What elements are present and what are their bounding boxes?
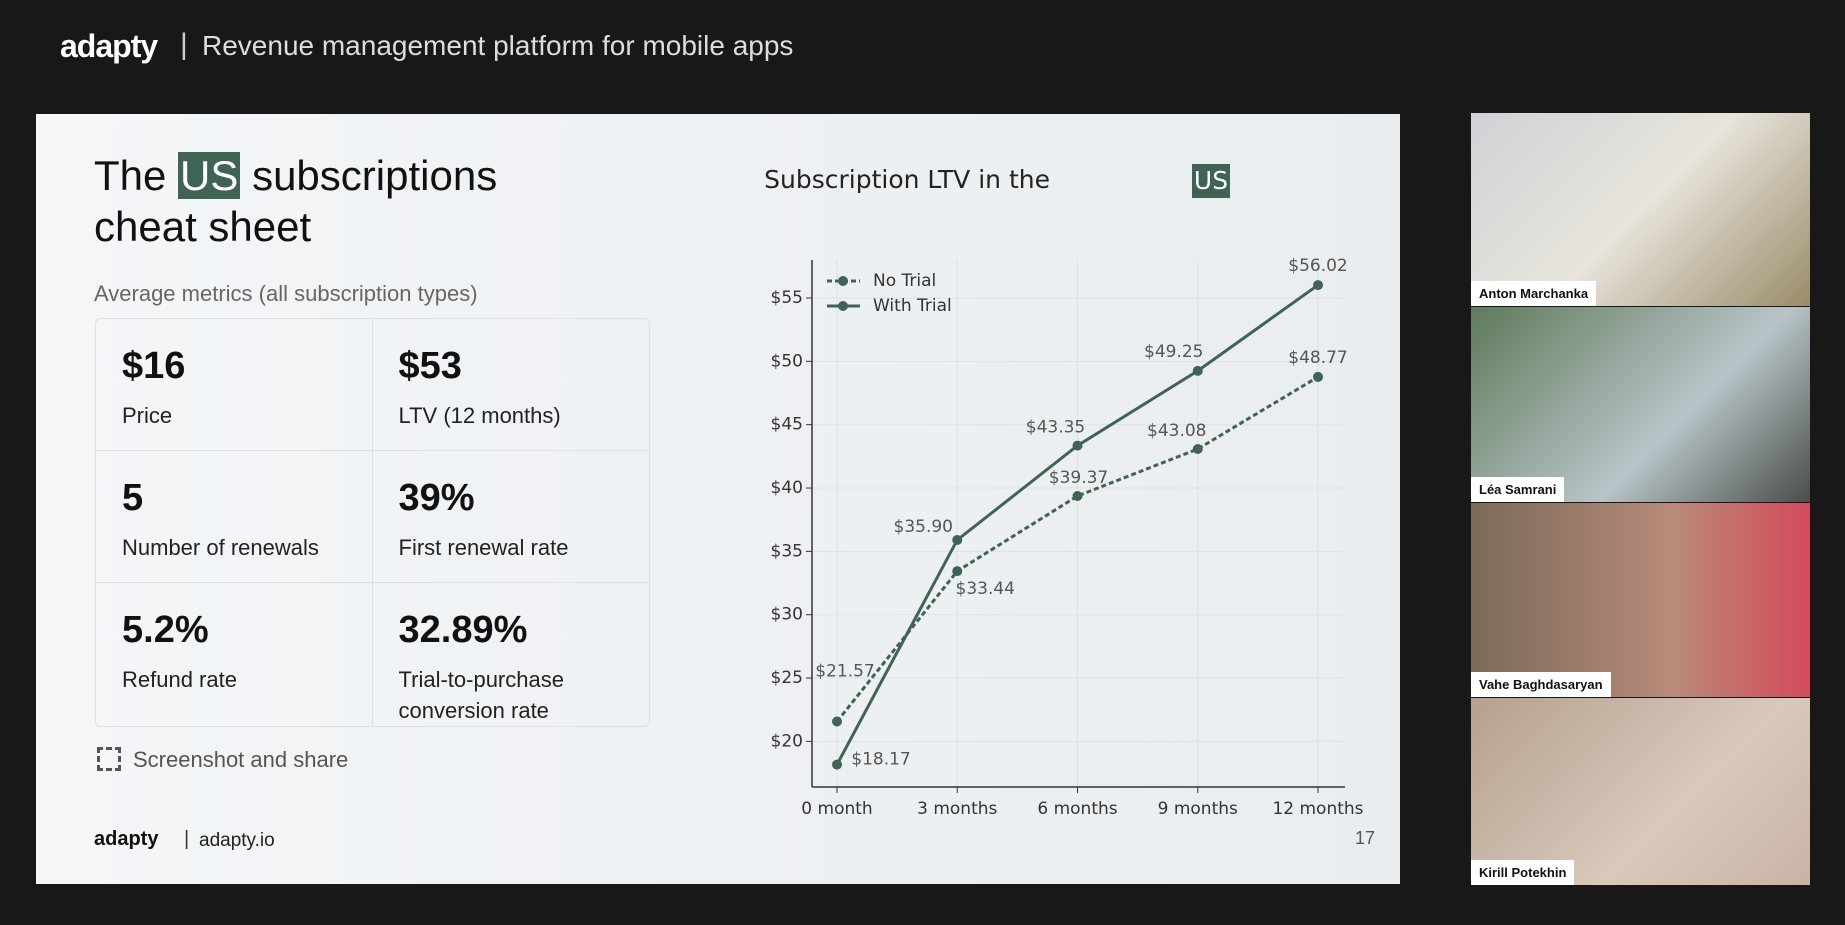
metric-value: 39% — [398, 477, 475, 519]
point — [832, 716, 842, 727]
point — [1192, 444, 1203, 455]
video-tile: Anton Marchanka — [1471, 113, 1810, 306]
separator: | — [180, 28, 188, 61]
point — [1072, 491, 1083, 502]
slide — [36, 114, 1400, 884]
slide-title: The US subscriptions cheat sheet — [94, 150, 497, 252]
y-tick-label: $55 — [771, 288, 803, 308]
metric-value: $53 — [398, 345, 462, 387]
legend-marker — [838, 276, 848, 286]
title-word: subscriptions — [252, 152, 498, 199]
title-word: The — [94, 152, 167, 199]
metric-cell: $53 LTV (12 months) — [372, 319, 649, 451]
metric-cell: 39% First renewal rate — [372, 451, 649, 583]
y-tick-label: $30 — [771, 605, 803, 625]
metric-label: Price — [122, 403, 173, 428]
line — [835, 375, 1319, 723]
point — [832, 759, 842, 770]
participant-name: Anton Marchanka — [1471, 281, 1597, 306]
point — [952, 534, 963, 545]
point — [952, 566, 963, 577]
value-label: $43.35 — [1026, 418, 1085, 438]
participant-name: Kirill Potekhin — [1471, 860, 1575, 885]
title-line: cheat sheet — [94, 203, 312, 250]
subtitle: Average metrics (all subscription types) — [94, 281, 478, 306]
separator: | — [184, 828, 190, 850]
video-tile: Vahe Baghdasaryan — [1471, 503, 1810, 697]
footer-logo: adapty — [94, 828, 159, 850]
x-tick-label: 6 months — [1037, 799, 1117, 819]
legend-marker — [838, 301, 848, 311]
x-tick-label: 12 months — [1272, 799, 1363, 819]
metric-label: Number of renewals — [122, 535, 319, 560]
x-tick-label: 0 month — [801, 799, 872, 819]
y-tick-label: $40 — [771, 478, 803, 498]
metric-cell: 5.2% Refund rate — [96, 583, 373, 726]
point — [1192, 365, 1203, 376]
chart: Subscription LTV in the US 0 month 3 mont… — [764, 164, 1364, 819]
value-label: $21.57 — [815, 662, 874, 682]
metrics-grid: $16 Price $53 LTV (12 months) 5 Number of ren… — [95, 318, 650, 727]
title-highlight-bg — [1192, 164, 1230, 198]
point — [1072, 440, 1083, 451]
metric-label: First renewal rate — [398, 535, 569, 560]
metric-cell: $16 Price — [96, 319, 373, 451]
value-label: $39.37 — [1049, 468, 1108, 488]
value-label: $33.44 — [956, 579, 1015, 599]
metric-label: Trial-to-purchase conversion rate — [398, 667, 564, 723]
chart-title-highlight: US — [1194, 166, 1228, 195]
value-label: $49.25 — [1144, 342, 1203, 362]
metric-value: 32.89% — [398, 609, 528, 651]
title-highlight: US — [178, 152, 241, 199]
footer-site: adapty.io — [199, 830, 275, 851]
participant-name: Léa Samrani — [1471, 477, 1565, 502]
legend-label: No Trial — [873, 271, 936, 291]
x-tick-label: 3 months — [917, 799, 997, 819]
value-label: $56.02 — [1288, 256, 1347, 276]
metric-cell: 5 Number of renewals — [96, 451, 373, 583]
logo: adapty — [60, 28, 158, 64]
page-number: 17 — [1355, 828, 1376, 848]
chart-title: Subscription LTV in the — [764, 165, 1050, 194]
metric-cell: 32.89% Trial-to-purchase conversion rate — [373, 583, 650, 726]
share-text[interactable]: Screenshot and share — [133, 747, 349, 772]
value-label: $35.90 — [894, 517, 953, 537]
video-tile: Kirill Potekhin — [1471, 698, 1810, 885]
participant-name: Vahe Baghdasaryan — [1471, 672, 1611, 697]
y-tick-label: $20 — [771, 731, 803, 751]
y-tick-label: $25 — [771, 668, 803, 688]
y-tick-label: $45 — [771, 415, 803, 435]
y-tick-label: $50 — [771, 351, 803, 371]
point — [1313, 371, 1323, 382]
point — [1313, 280, 1323, 291]
value-label: $18.17 — [851, 750, 910, 770]
share-icon[interactable] — [97, 747, 121, 771]
legend-label: With Trial — [873, 296, 952, 316]
metric-label: Refund rate — [122, 667, 237, 692]
metric-value: 5.2% — [122, 609, 209, 651]
video-tile: Léa Samrani — [1471, 307, 1810, 502]
value-label: $43.08 — [1147, 421, 1206, 441]
tagline: Revenue management platform for mobile a… — [202, 30, 794, 61]
value-label: $48.77 — [1288, 348, 1347, 368]
y-tick-label: $35 — [771, 541, 803, 561]
x-tick-label: 9 months — [1158, 799, 1238, 819]
metric-value: $16 — [122, 345, 186, 387]
metric-label: LTV (12 months) — [398, 403, 561, 428]
metric-value: 5 — [122, 477, 144, 519]
